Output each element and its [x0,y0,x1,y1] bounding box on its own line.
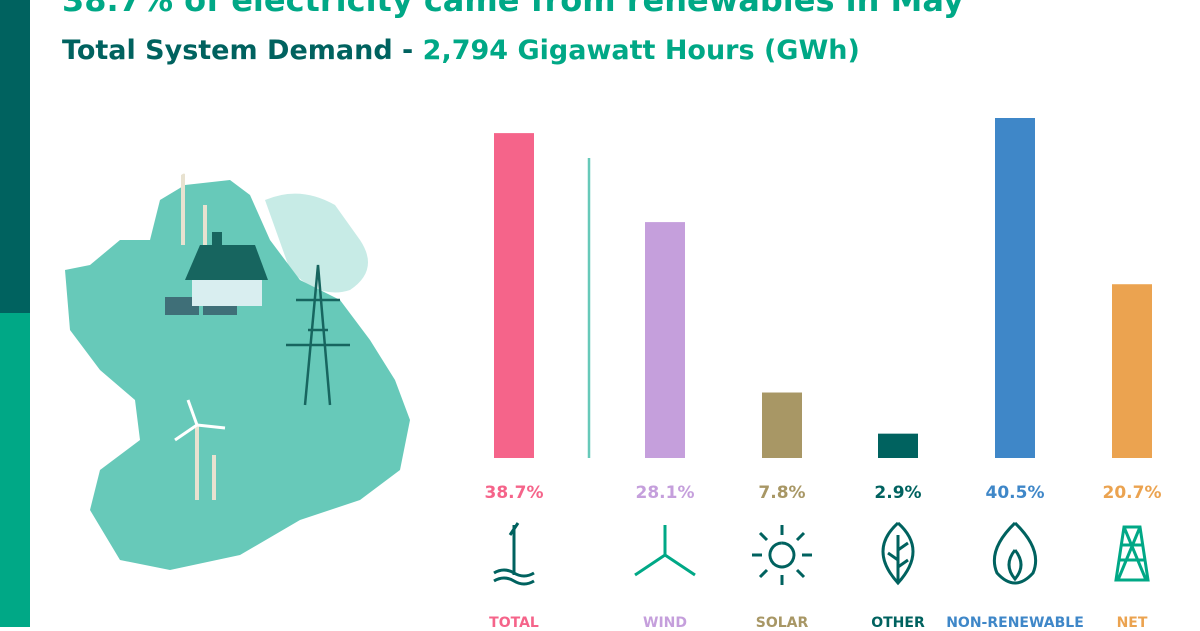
bar [1112,284,1152,458]
category-label: NON-RENEWABLE [946,615,1084,627]
category-icon [881,521,915,586]
side-strip [0,313,30,627]
category-label: WIND [643,615,687,627]
subtitle-label: Total System Demand - [62,35,423,66]
category-icon [634,525,696,577]
icon-shape [1114,525,1150,582]
icon-shape [493,522,535,586]
bar [762,392,802,458]
subtitle-value: 2,794 Gigawatt Hours (GWh) [423,35,860,66]
value-label: 28.1% [636,483,695,503]
value-label: 20.7% [1103,483,1162,503]
value-label: 7.8% [758,483,805,503]
category-icon [992,521,1038,585]
bar [494,133,534,458]
icon-shape [634,525,696,577]
value-label: 2.9% [874,483,921,503]
icon-shape [881,521,915,586]
category-icon [493,522,535,586]
category-icon [1114,525,1150,582]
value-label: 40.5% [986,483,1045,503]
bar [995,118,1035,458]
title: 38.7% of electricity came from renewable… [62,0,964,19]
icon-shape [992,521,1038,585]
category-label: TOTAL [489,615,539,627]
subtitle: Total System Demand - 2,794 Gigawatt Hou… [62,35,860,66]
category-label: SOLAR [756,615,809,627]
icon-shape [752,525,812,585]
category-label: OTHER [871,615,925,627]
value-label: 38.7% [485,483,544,503]
map-illustration [65,147,410,570]
category-icon [752,525,812,585]
category-label: NET [1117,615,1148,627]
bar [878,433,918,458]
side-strip [0,0,30,313]
bar [645,222,685,458]
